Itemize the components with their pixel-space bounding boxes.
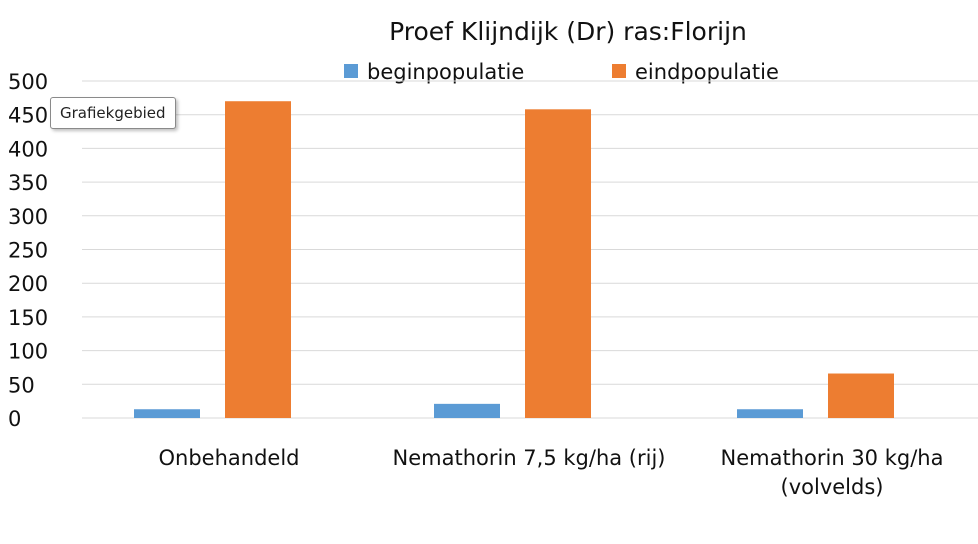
legend: beginpopulatie eindpopulatie	[344, 60, 779, 84]
y-tick-label: 200	[8, 272, 48, 296]
legend-swatch	[612, 64, 626, 78]
y-tick-label: 450	[8, 104, 48, 128]
y-tick-label: 250	[8, 239, 48, 263]
y-axis: 0 50 100 150 200 250 300 350 400 450 500	[8, 70, 48, 431]
chart-title: Proef Klijndijk (Dr) ras:Florijn	[389, 17, 747, 46]
tooltip-chart-area: Grafiekgebied	[50, 97, 176, 129]
bar-eindpopulatie	[525, 109, 591, 419]
legend-label: beginpopulatie	[367, 60, 524, 84]
y-tick-label: 150	[8, 306, 48, 330]
y-tick-label: 300	[8, 205, 48, 229]
y-tick-label: 400	[8, 137, 48, 161]
x-tick-label: (volvelds)	[781, 475, 884, 499]
x-axis: Onbehandeld Nemathorin 7,5 kg/ha (rij) Nem…	[159, 446, 944, 499]
bar-eindpopulatie	[225, 101, 291, 418]
bars	[134, 101, 894, 419]
y-tick-label: 350	[8, 171, 48, 195]
y-tick-label: 500	[8, 70, 48, 94]
bar-eindpopulatie	[828, 373, 894, 418]
y-tick-label: 0	[8, 407, 21, 431]
bar-beginpopulatie	[737, 409, 803, 418]
x-tick-label: Nemathorin 7,5 kg/ha (rij)	[393, 446, 666, 470]
legend-label: eindpopulatie	[635, 60, 779, 84]
bar-beginpopulatie	[134, 409, 200, 418]
y-tick-label: 100	[8, 340, 48, 364]
x-tick-label: Nemathorin 30 kg/ha	[721, 446, 944, 470]
y-tick-label: 50	[8, 373, 35, 397]
legend-swatch	[344, 64, 358, 78]
bar-beginpopulatie	[434, 403, 500, 418]
x-tick-label: Onbehandeld	[159, 446, 300, 470]
